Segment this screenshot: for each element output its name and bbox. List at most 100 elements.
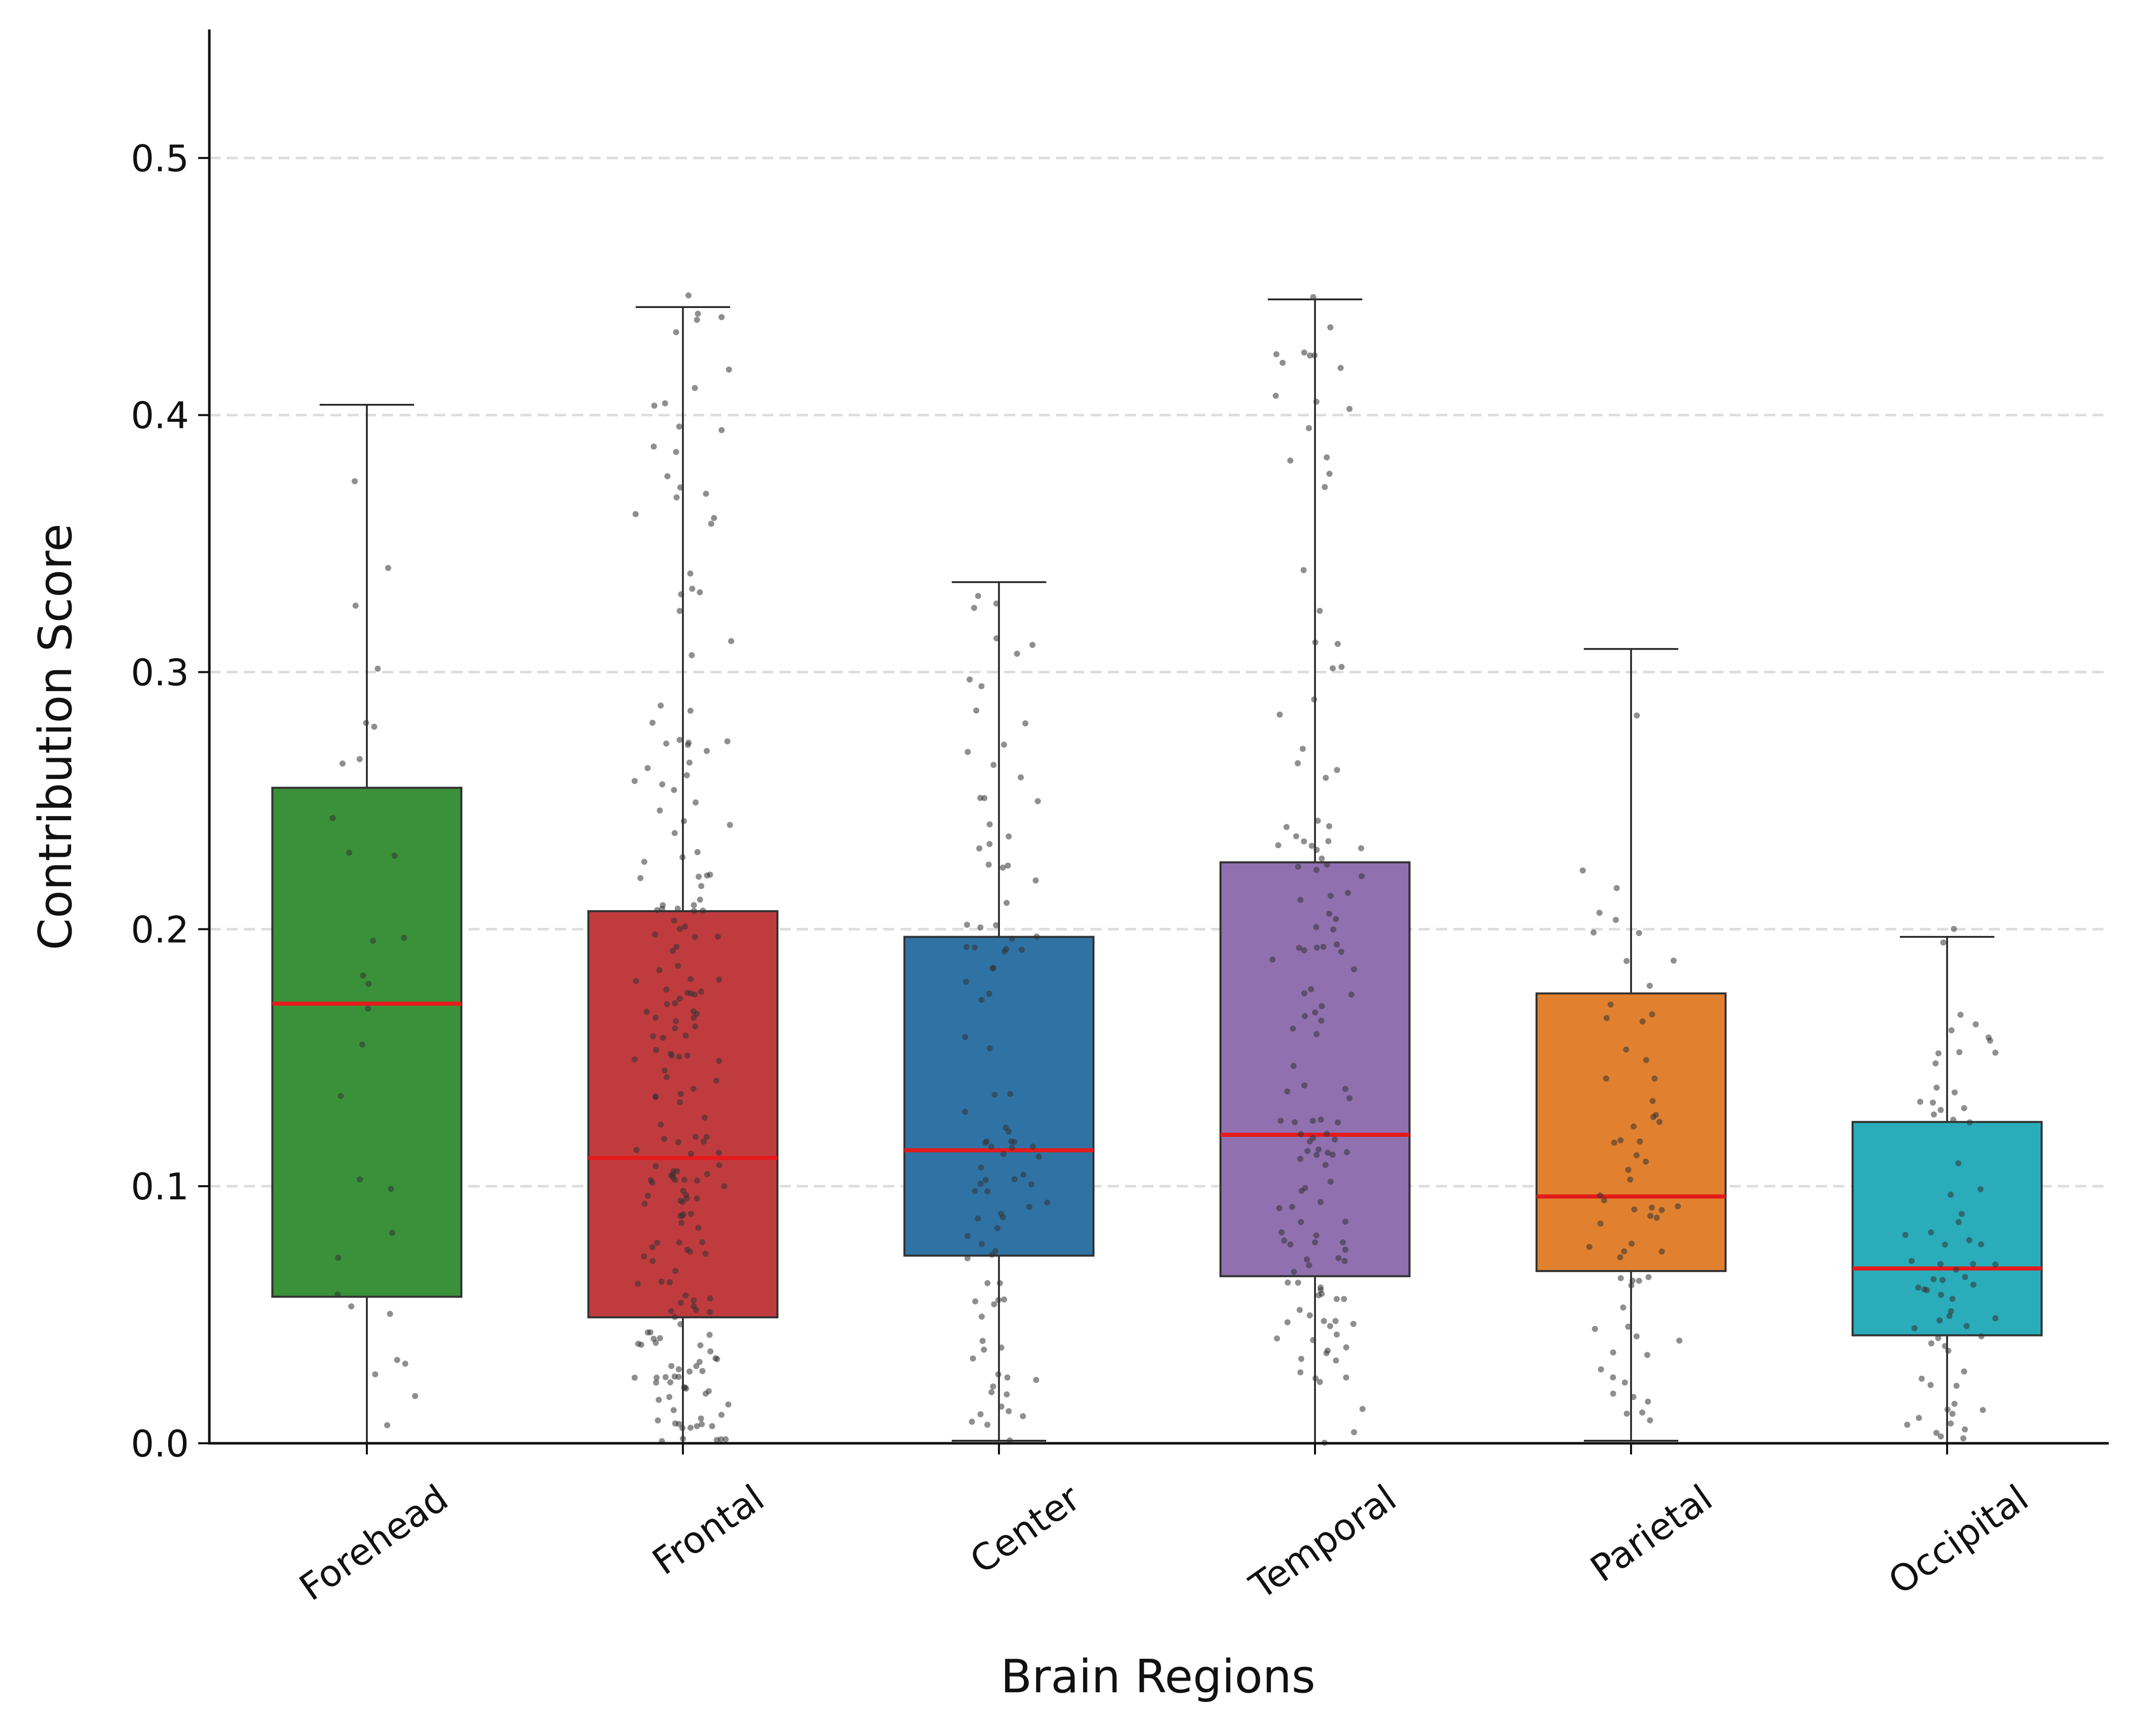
data-point xyxy=(1939,1277,1946,1283)
data-point xyxy=(1346,1095,1353,1102)
data-point xyxy=(1285,1279,1291,1286)
data-point xyxy=(656,967,663,973)
iqr-box xyxy=(1852,1121,2043,1337)
data-point xyxy=(979,1338,986,1344)
data-point xyxy=(670,1168,677,1174)
iqr-box xyxy=(587,910,778,1319)
data-point xyxy=(694,1423,700,1430)
data-point xyxy=(632,1056,638,1063)
data-point xyxy=(684,741,691,748)
data-point xyxy=(675,963,681,969)
data-point xyxy=(652,1163,659,1169)
data-point xyxy=(658,1121,664,1128)
data-point xyxy=(1032,877,1039,884)
data-point xyxy=(662,1067,668,1074)
data-point xyxy=(706,1331,713,1338)
data-point xyxy=(1330,926,1336,933)
data-point xyxy=(988,1389,995,1396)
data-point xyxy=(707,1295,713,1302)
data-point xyxy=(651,402,658,409)
data-point xyxy=(1951,1089,1958,1096)
data-point xyxy=(679,1424,686,1431)
data-point xyxy=(384,1422,391,1429)
data-point xyxy=(653,1374,660,1381)
data-point xyxy=(337,1093,344,1099)
data-point xyxy=(1656,1119,1663,1125)
data-point xyxy=(1289,1203,1295,1210)
data-point xyxy=(363,720,369,726)
data-point xyxy=(1953,1382,1960,1389)
data-point xyxy=(1313,944,1320,951)
data-point xyxy=(693,1134,699,1140)
data-point xyxy=(998,1211,1005,1217)
data-point xyxy=(671,917,677,924)
data-point xyxy=(668,1362,675,1369)
data-point xyxy=(1001,1296,1008,1303)
data-point xyxy=(649,720,656,726)
data-point xyxy=(984,1188,991,1195)
data-point xyxy=(992,1248,999,1254)
data-point xyxy=(966,676,973,683)
data-point xyxy=(1933,1084,1940,1091)
data-point xyxy=(680,1436,686,1442)
data-point xyxy=(1636,930,1642,937)
data-point xyxy=(1937,1107,1944,1113)
data-point xyxy=(1327,1323,1333,1329)
data-point xyxy=(993,635,1000,642)
data-point xyxy=(1327,1179,1334,1185)
data-point xyxy=(1948,1308,1954,1315)
data-point xyxy=(1617,1275,1624,1282)
data-point xyxy=(715,1150,722,1156)
data-point xyxy=(1670,957,1677,964)
y-tick-label: 0.1 xyxy=(131,1165,189,1208)
data-point xyxy=(703,490,709,497)
data-point xyxy=(1313,398,1320,405)
data-point xyxy=(661,1136,668,1142)
data-point xyxy=(1628,1282,1635,1289)
data-point xyxy=(984,1280,991,1286)
data-point xyxy=(672,1314,678,1320)
points-temporal xyxy=(1269,294,1366,1446)
data-point xyxy=(1351,966,1357,973)
data-point xyxy=(1333,1331,1340,1338)
data-point xyxy=(1295,863,1301,870)
data-point xyxy=(1006,1408,1012,1414)
y-tick-label: 0.0 xyxy=(131,1422,189,1465)
data-point xyxy=(1639,1018,1646,1025)
data-point xyxy=(1341,1296,1348,1303)
data-point xyxy=(652,1014,659,1021)
data-point xyxy=(979,1313,985,1320)
data-point xyxy=(1343,1344,1350,1351)
data-point xyxy=(705,1388,712,1394)
data-point xyxy=(649,1244,655,1251)
data-point xyxy=(964,921,970,928)
data-point xyxy=(972,1298,979,1305)
data-point xyxy=(1011,1176,1018,1183)
data-point xyxy=(697,896,703,903)
data-point xyxy=(635,1281,641,1287)
data-point xyxy=(388,1186,394,1192)
data-point xyxy=(671,830,678,836)
data-point xyxy=(675,1139,681,1145)
data-point xyxy=(643,1008,650,1015)
data-point xyxy=(1334,767,1340,773)
data-point xyxy=(1611,1139,1617,1146)
data-point xyxy=(1310,1337,1317,1344)
data-point xyxy=(686,759,693,766)
data-point xyxy=(692,934,698,940)
data-point xyxy=(984,1421,991,1428)
data-point xyxy=(371,724,378,730)
data-point xyxy=(1343,1374,1350,1381)
data-point xyxy=(1298,1355,1304,1362)
data-point xyxy=(1278,1229,1285,1236)
data-point xyxy=(1948,1027,1955,1034)
data-point xyxy=(1597,1220,1604,1227)
data-point xyxy=(1326,471,1333,477)
data-point xyxy=(1313,866,1320,873)
data-point xyxy=(716,1058,723,1064)
data-point xyxy=(652,1094,659,1100)
data-point xyxy=(1304,1148,1311,1154)
data-point xyxy=(1018,946,1025,953)
data-point xyxy=(686,1368,693,1375)
data-point xyxy=(1966,1237,1973,1244)
